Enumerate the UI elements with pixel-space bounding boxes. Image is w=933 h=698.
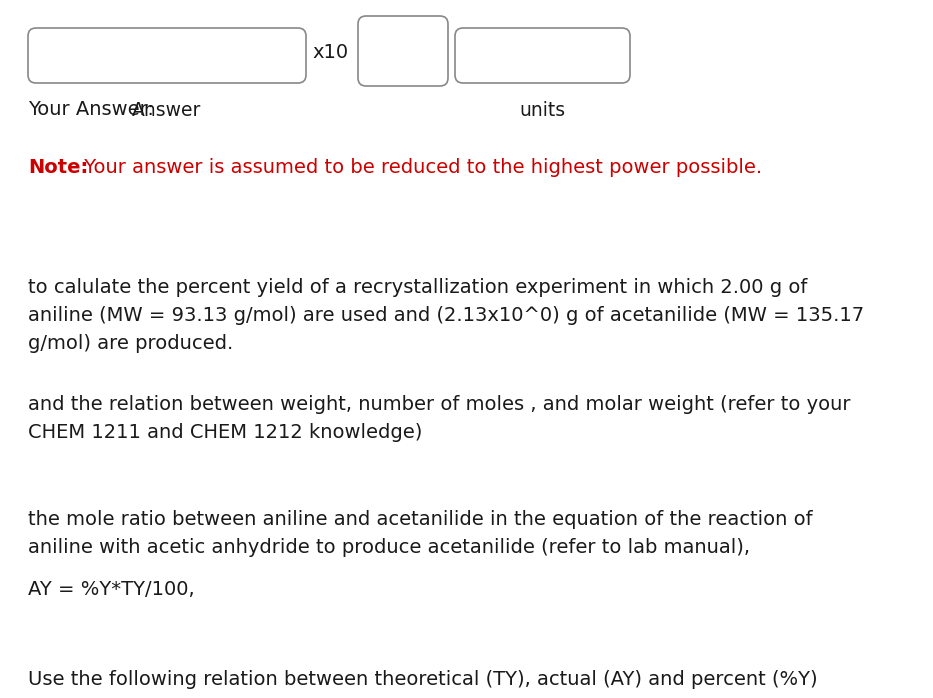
Text: Your answer is assumed to be reduced to the highest power possible.: Your answer is assumed to be reduced to …: [78, 158, 762, 177]
Text: to calulate the percent yield of a recrystallization experiment in which 2.00 g : to calulate the percent yield of a recry…: [28, 278, 864, 353]
FancyBboxPatch shape: [358, 16, 448, 86]
FancyBboxPatch shape: [455, 28, 630, 83]
FancyBboxPatch shape: [28, 28, 306, 83]
Text: and the relation between weight, number of moles , and molar weight (refer to yo: and the relation between weight, number …: [28, 395, 851, 442]
Text: x10: x10: [312, 43, 348, 63]
Text: Note:: Note:: [28, 158, 89, 177]
Text: Your Answer:: Your Answer:: [28, 100, 154, 119]
Text: the mole ratio between aniline and acetanilide in the equation of the reaction o: the mole ratio between aniline and aceta…: [28, 510, 813, 557]
Text: AY = %Y*TY/100,: AY = %Y*TY/100,: [28, 580, 195, 599]
Text: Use the following relation between theoretical (TY), actual (AY) and percent (%Y: Use the following relation between theor…: [28, 670, 817, 698]
Text: units: units: [519, 101, 565, 120]
Text: Answer: Answer: [132, 101, 202, 120]
